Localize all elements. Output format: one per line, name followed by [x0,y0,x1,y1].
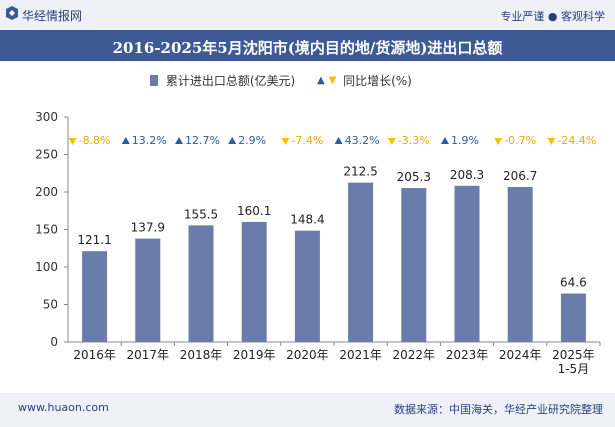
x-tick-label: 2024年 [499,348,542,362]
growth-up-triangle-icon [121,137,130,144]
growth-label: -0.7% [504,134,536,147]
top-bar: 华经情报网 专业严谨 ● 客观科学 [0,0,615,30]
growth-down-triangle-icon [281,138,290,145]
growth-label: 13.2% [132,134,167,147]
bar-value-label: 64.6 [560,276,587,290]
bar-value-label: 160.1 [237,204,271,218]
x-tick-label: 2025年 [552,348,595,362]
growth-up-triangle-icon [441,137,449,144]
y-tick-label: 50 [43,298,58,312]
bar [507,186,533,342]
y-tick-label: 250 [35,148,58,162]
bar [560,293,586,342]
x-tick-label: 1-5月 [558,362,590,376]
bar [241,221,267,342]
bar-value-label: 137.9 [131,221,165,235]
growth-label: 2.9% [238,134,266,147]
growth-label: 43.2% [345,134,380,147]
bar-value-label: 205.3 [397,170,431,184]
growth-up-triangle-icon [228,137,237,144]
bar [401,188,427,342]
y-tick-label: 0 [50,335,58,349]
y-tick-label: 300 [35,110,58,124]
legend-down-triangle-icon: ▼ [328,75,337,86]
x-tick-label: 2022年 [393,348,436,362]
footer-bar [0,393,615,427]
growth-label: 12.7% [185,134,220,147]
title-bar [0,30,615,61]
brand-name: 华经情报网 [22,9,83,23]
x-tick-label: 2018年 [180,348,223,362]
growth-label: 1.9% [451,134,479,147]
bar-value-label: 206.7 [503,169,537,183]
growth-label: -8.8% [79,134,111,147]
growth-down-triangle-icon [494,138,503,145]
x-tick-label: 2021年 [339,348,382,362]
y-tick-label: 200 [35,185,58,199]
bar-value-label: 148.4 [290,213,324,227]
growth-label: -3.3% [398,134,430,147]
legend-growth-label: 同比增长(%) [343,74,412,88]
bar [348,182,374,342]
bar [454,185,480,342]
bar [294,230,320,342]
bar-value-label: 121.1 [77,233,111,247]
y-tick-label: 100 [35,260,58,274]
growth-label: -24.4% [557,134,596,147]
x-tick-label: 2019年 [233,348,276,362]
bar [135,238,161,342]
x-tick-label: 2016年 [73,348,116,362]
y-tick-label: 150 [35,223,58,237]
x-tick-label: 2020年 [286,348,329,362]
legend-up-triangle-icon: ▲ [317,75,325,86]
brand-logo-icon [6,6,18,20]
tagline: 专业严谨 ● 客观科学 [500,10,605,23]
growth-up-triangle-icon [334,137,343,144]
footer-website: www.huaon.com [18,401,109,414]
bar-value-label: 212.5 [343,165,377,179]
growth-down-triangle-icon [387,138,396,145]
x-tick-label: 2023年 [446,348,489,362]
bar-value-label: 155.5 [184,207,218,221]
growth-down-triangle-icon [547,138,556,145]
legend-bar-swatch [150,75,158,86]
bar-value-label: 208.3 [450,168,484,182]
growth-label: -7.4% [291,134,323,147]
growth-down-triangle-icon [68,138,77,145]
x-tick-label: 2017年 [127,348,170,362]
legend-bar-label: 累计进出口总额(亿美元) [165,74,296,88]
footer-source: 数据来源：中国海关，华经产业研究院整理 [394,403,603,416]
growth-up-triangle-icon [175,137,183,144]
legend: 累计进出口总额(亿美元) ▲ ▼ 同比增长(%) [150,72,412,89]
chart-title: 2016-2025年5月沈阳市(境内目的地/货源地)进出口总额 [112,39,503,57]
bar [188,225,214,342]
bar [82,251,108,342]
